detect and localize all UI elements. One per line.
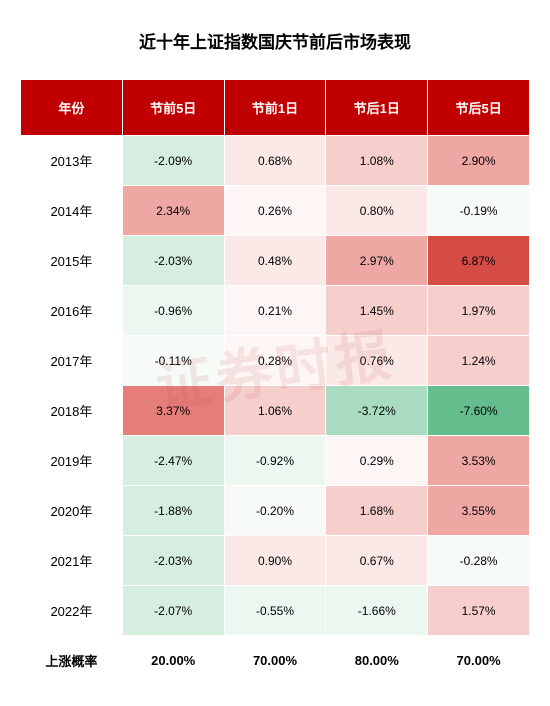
value-cell: 1.68% — [326, 486, 428, 536]
value-cell: 0.76% — [326, 336, 428, 386]
year-cell: 2017年 — [21, 336, 123, 386]
year-cell: 2020年 — [21, 486, 123, 536]
value-cell: 3.53% — [428, 436, 530, 486]
year-cell: 2021年 — [21, 536, 123, 586]
col-header: 节后1日 — [326, 80, 428, 136]
col-header: 节前5日 — [122, 80, 224, 136]
year-cell: 2013年 — [21, 136, 123, 186]
col-header: 节前1日 — [224, 80, 326, 136]
value-cell: 6.87% — [428, 236, 530, 286]
value-cell: 1.45% — [326, 286, 428, 336]
value-cell: -3.72% — [326, 386, 428, 436]
table-row: 2014年2.34%0.26%0.80%-0.19% — [21, 186, 530, 236]
summary-value: 70.00% — [224, 636, 326, 686]
table-row: 2019年-2.47%-0.92%0.29%3.53% — [21, 436, 530, 486]
table-row: 2013年-2.09%0.68%1.08%2.90% — [21, 136, 530, 186]
value-cell: 1.06% — [224, 386, 326, 436]
value-cell: 0.90% — [224, 536, 326, 586]
col-header: 年份 — [21, 80, 123, 136]
value-cell: -0.11% — [122, 336, 224, 386]
value-cell: 1.08% — [326, 136, 428, 186]
col-header: 节后5日 — [428, 80, 530, 136]
value-cell: 0.68% — [224, 136, 326, 186]
table-row: 2018年3.37%1.06%-3.72%-7.60% — [21, 386, 530, 436]
value-cell: -2.09% — [122, 136, 224, 186]
value-cell: 0.48% — [224, 236, 326, 286]
table-row: 2016年-0.96%0.21%1.45%1.97% — [21, 286, 530, 336]
value-cell: 2.34% — [122, 186, 224, 236]
value-cell: -0.96% — [122, 286, 224, 336]
performance-table: 年份节前5日节前1日节后1日节后5日 2013年-2.09%0.68%1.08%… — [20, 79, 530, 686]
summary-label: 上涨概率 — [21, 636, 123, 686]
value-cell: 1.57% — [428, 586, 530, 636]
page-title: 近十年上证指数国庆节前后市场表现 — [20, 28, 530, 53]
value-cell: -1.66% — [326, 586, 428, 636]
value-cell: -1.88% — [122, 486, 224, 536]
value-cell: 0.28% — [224, 336, 326, 386]
value-cell: -2.03% — [122, 236, 224, 286]
table-body: 2013年-2.09%0.68%1.08%2.90%2014年2.34%0.26… — [21, 136, 530, 686]
summary-value: 80.00% — [326, 636, 428, 686]
value-cell: -0.55% — [224, 586, 326, 636]
value-cell: 2.90% — [428, 136, 530, 186]
value-cell: 0.26% — [224, 186, 326, 236]
summary-value: 20.00% — [122, 636, 224, 686]
year-cell: 2016年 — [21, 286, 123, 336]
value-cell: -0.20% — [224, 486, 326, 536]
value-cell: 3.55% — [428, 486, 530, 536]
year-cell: 2019年 — [21, 436, 123, 486]
year-cell: 2022年 — [21, 586, 123, 636]
table-row: 2015年-2.03%0.48%2.97%6.87% — [21, 236, 530, 286]
value-cell: 1.24% — [428, 336, 530, 386]
value-cell: 0.67% — [326, 536, 428, 586]
value-cell: 0.80% — [326, 186, 428, 236]
table-row: 2017年-0.11%0.28%0.76%1.24% — [21, 336, 530, 386]
value-cell: -0.19% — [428, 186, 530, 236]
table-row: 2021年-2.03%0.90%0.67%-0.28% — [21, 536, 530, 586]
value-cell: 0.21% — [224, 286, 326, 336]
value-cell: -0.92% — [224, 436, 326, 486]
value-cell: -0.28% — [428, 536, 530, 586]
summary-value: 70.00% — [428, 636, 530, 686]
value-cell: -2.03% — [122, 536, 224, 586]
year-cell: 2018年 — [21, 386, 123, 436]
summary-row: 上涨概率20.00%70.00%80.00%70.00% — [21, 636, 530, 686]
value-cell: 0.29% — [326, 436, 428, 486]
value-cell: 3.37% — [122, 386, 224, 436]
value-cell: -2.07% — [122, 586, 224, 636]
table-header-row: 年份节前5日节前1日节后1日节后5日 — [21, 80, 530, 136]
year-cell: 2014年 — [21, 186, 123, 236]
table-row: 2022年-2.07%-0.55%-1.66%1.57% — [21, 586, 530, 636]
value-cell: 1.97% — [428, 286, 530, 336]
value-cell: -2.47% — [122, 436, 224, 486]
year-cell: 2015年 — [21, 236, 123, 286]
value-cell: 2.97% — [326, 236, 428, 286]
table-row: 2020年-1.88%-0.20%1.68%3.55% — [21, 486, 530, 536]
value-cell: -7.60% — [428, 386, 530, 436]
